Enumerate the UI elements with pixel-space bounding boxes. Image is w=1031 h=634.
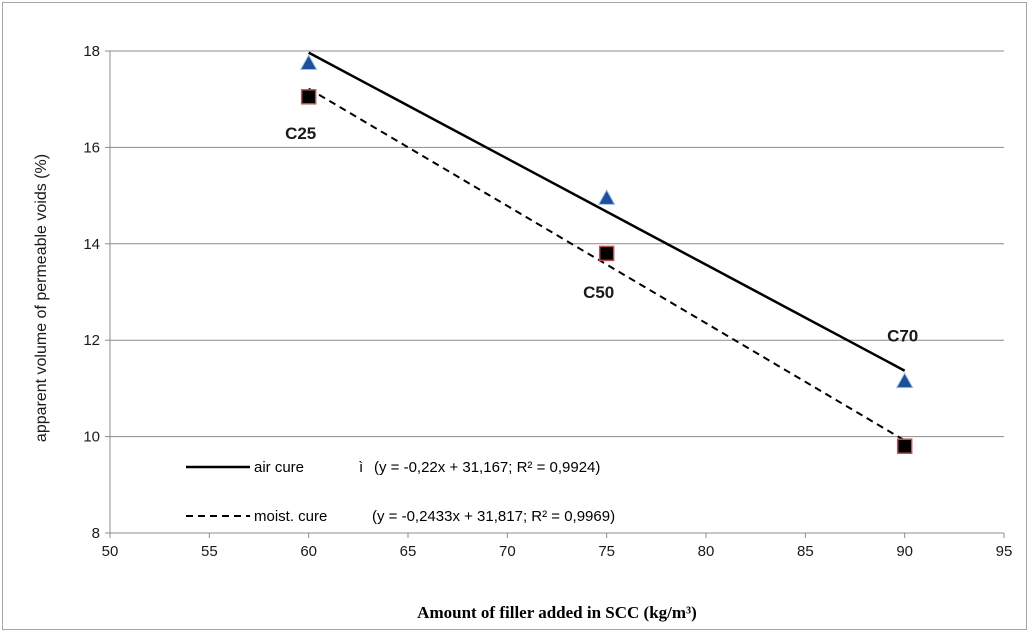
trendlines [308,51,906,442]
x-tick-label: 70 [499,543,516,560]
y-tick-label: 14 [83,236,100,253]
point-label: C70 [887,326,918,345]
point-annotations: C25 C50 C70 [285,124,918,345]
x-tick-label: 75 [598,543,615,560]
moist-cure-point [598,245,615,262]
air-cure-point [895,372,914,389]
data-markers [299,54,914,454]
y-tick-label: 8 [92,525,100,542]
moist-cure-point [300,89,317,105]
y-axis-label: apparent volume of permeable voids (%) [33,154,50,442]
y-tick-label: 18 [83,43,100,60]
axes [105,50,1005,538]
x-axis-label: Amount of filler added in SCC (kg/m³) [417,603,697,622]
x-tick-label: 80 [698,543,715,560]
legend-label-moist-cure: moist. cure [254,508,327,525]
x-tick-label: 55 [201,543,218,560]
legend-label-air-cure: air cure [254,459,304,476]
y-tick-label: 12 [83,332,100,349]
x-tick-label: 90 [896,543,913,560]
x-tick-label: 50 [102,543,119,560]
moist-cure-point [896,438,913,454]
trendline-air-cure [308,51,906,372]
legend-equation-moist-cure: (y = -0,2433x + 31,817; R² = 0,9969) [372,508,615,525]
point-label: C25 [285,124,316,143]
legend: air cure ì (y = -0,22x + 31,167; R² = 0,99… [186,459,615,525]
x-tick-label: 85 [797,543,814,560]
x-tick-label: 60 [300,543,317,560]
legend-equation-prefix: ì [359,459,363,476]
air-cure-point [299,54,318,70]
air-cure-point [597,188,616,205]
legend-equation-air-cure: (y = -0,22x + 31,167; R² = 0,9924) [374,459,600,476]
x-tick-label: 65 [400,543,417,560]
trendline-moist-cure [308,87,906,442]
tick-labels: 8 10 12 14 16 18 50 55 60 65 70 75 80 85 90 95 [83,43,1012,560]
point-label: C50 [583,283,614,302]
y-tick-label: 10 [83,429,100,446]
x-tick-label: 95 [996,543,1013,560]
y-tick-label: 16 [83,139,100,156]
